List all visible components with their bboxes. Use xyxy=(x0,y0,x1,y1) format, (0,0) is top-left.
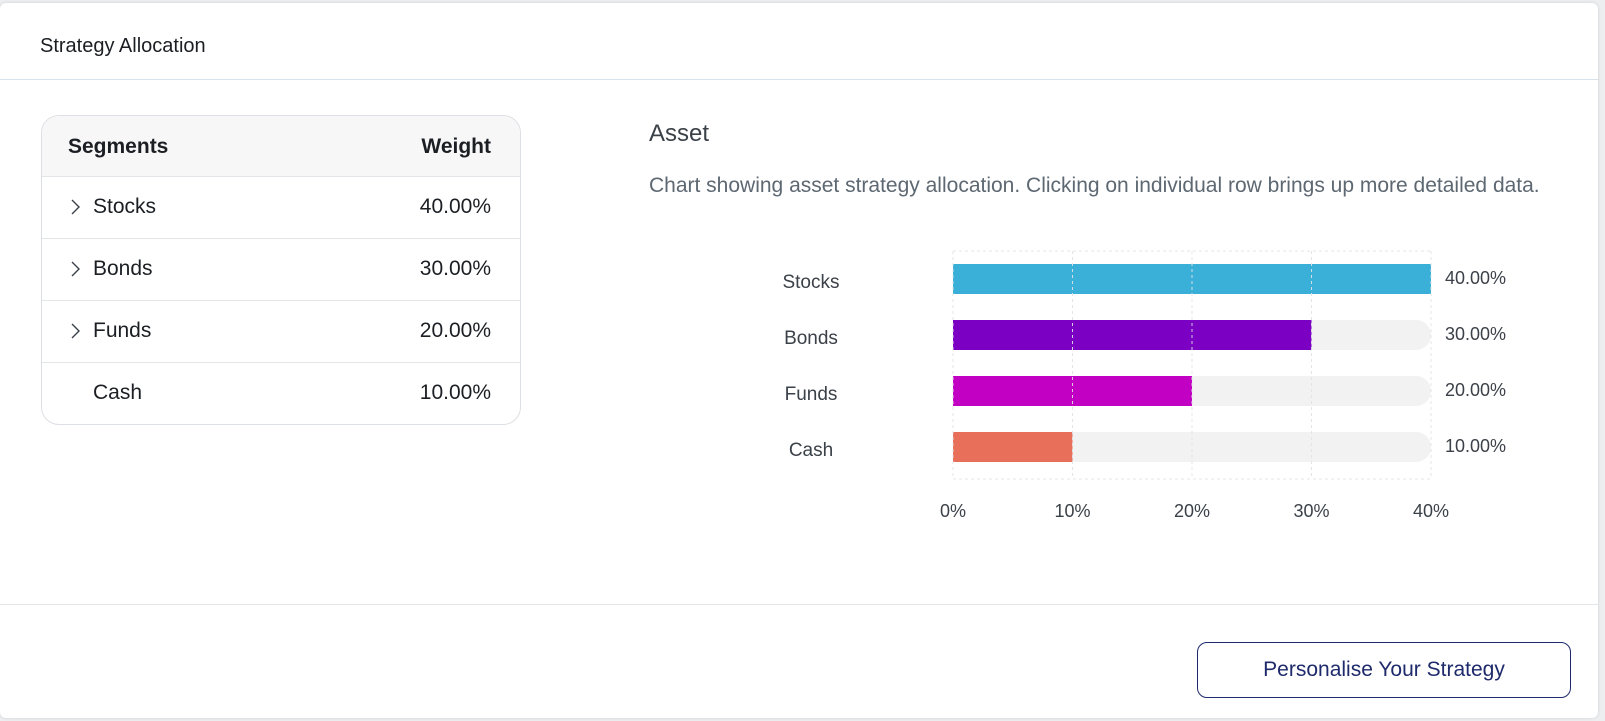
weight-column-header: Weight xyxy=(421,135,491,158)
chevron-right-icon[interactable] xyxy=(66,198,84,216)
x-tick-label: 20% xyxy=(1174,501,1210,521)
bar-cash[interactable] xyxy=(953,432,1073,462)
chart-description: Chart showing asset strategy allocation.… xyxy=(649,174,1540,197)
segment-weight: 40.00% xyxy=(419,195,491,218)
segment-weight: 30.00% xyxy=(419,257,491,280)
chevron-right-icon[interactable] xyxy=(66,322,84,340)
segment-name: Funds xyxy=(93,319,152,342)
footer-divider xyxy=(0,604,1598,605)
table-row-stocks[interactable]: Stocks 40.00% xyxy=(42,177,520,239)
segment-weight: 20.00% xyxy=(419,319,491,342)
category-label: Funds xyxy=(785,384,838,405)
segments-column-header: Segments xyxy=(68,135,169,158)
bar-bonds[interactable] xyxy=(953,320,1312,350)
category-label: Bonds xyxy=(784,328,838,349)
table-row-cash: Cash 10.00% xyxy=(42,363,520,424)
personalise-strategy-button[interactable]: Personalise Your Strategy xyxy=(1197,642,1571,698)
data-label: 10.00% xyxy=(1445,436,1506,456)
category-label: Cash xyxy=(789,440,833,461)
allocation-bar-chart: Stocks 40.00% Bonds 30.00% Funds 20.00% Cash 10… xyxy=(782,250,1506,521)
card-header: Strategy Allocation xyxy=(0,3,1598,80)
x-tick-label: 30% xyxy=(1293,501,1329,521)
segment-name: Cash xyxy=(93,381,143,404)
segment-name: Bonds xyxy=(93,257,153,280)
segment-weight: 10.00% xyxy=(419,381,491,404)
data-label: 30.00% xyxy=(1445,324,1506,344)
x-tick-label: 10% xyxy=(1054,501,1090,521)
chart-title: Asset xyxy=(649,120,710,147)
category-label: Stocks xyxy=(782,272,839,293)
table-header: Segments Weight xyxy=(42,116,520,177)
segment-name: Stocks xyxy=(93,195,157,218)
table-row-funds[interactable]: Funds 20.00% xyxy=(42,301,520,363)
x-tick-label: 40% xyxy=(1413,501,1449,521)
card-title: Strategy Allocation xyxy=(40,35,206,57)
chevron-right-icon[interactable] xyxy=(66,260,84,278)
data-label: 20.00% xyxy=(1445,380,1506,400)
x-tick-label: 0% xyxy=(940,501,966,521)
segments-table: Segments Weight Stocks 40.00% Bonds 30.0… xyxy=(41,115,521,425)
table-row-bonds[interactable]: Bonds 30.00% xyxy=(42,239,520,301)
data-label: 40.00% xyxy=(1445,268,1506,288)
strategy-allocation-card: Strategy Allocation Segments Weight Stoc… xyxy=(0,3,1598,718)
